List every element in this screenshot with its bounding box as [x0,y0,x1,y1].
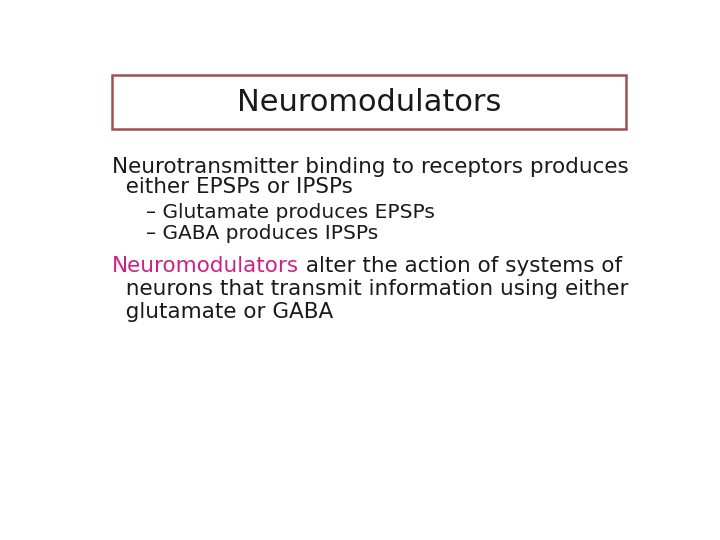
Text: Neuromodulators: Neuromodulators [237,87,501,117]
Text: Neurotransmitter binding to receptors produces: Neurotransmitter binding to receptors pr… [112,157,629,177]
Text: – GABA produces IPSPs: – GABA produces IPSPs [145,224,378,242]
Text: – Glutamate produces EPSPs: – Glutamate produces EPSPs [145,203,435,222]
Text: alter the action of systems of: alter the action of systems of [300,256,623,276]
Text: glutamate or GABA: glutamate or GABA [112,302,333,322]
Text: Neuromodulators: Neuromodulators [112,256,300,276]
Text: either EPSPs or IPSPs: either EPSPs or IPSPs [112,178,354,198]
Text: neurons that transmit information using either: neurons that transmit information using … [112,279,629,299]
FancyBboxPatch shape [112,75,626,129]
